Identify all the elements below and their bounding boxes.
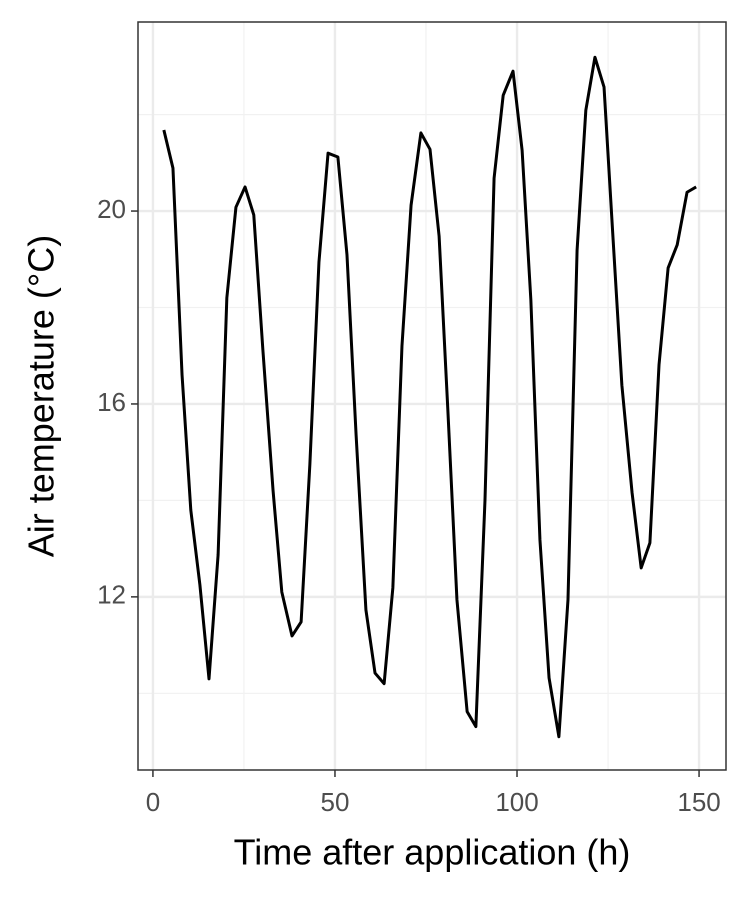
x-tick-label: 50 <box>321 787 350 817</box>
data-line <box>162 55 697 739</box>
y-tick-label: 20 <box>97 194 126 224</box>
x-axis-title: Time after application (h) <box>234 832 631 873</box>
plot-border <box>137 21 727 771</box>
y-tick-label: 16 <box>97 387 126 417</box>
x-tick-label: 0 <box>146 787 160 817</box>
y-tick-label: 12 <box>97 580 126 610</box>
y-axis-title: Air temperature (°C) <box>21 235 62 557</box>
x-tick-label: 100 <box>495 787 538 817</box>
x-tick-label: 150 <box>677 787 720 817</box>
